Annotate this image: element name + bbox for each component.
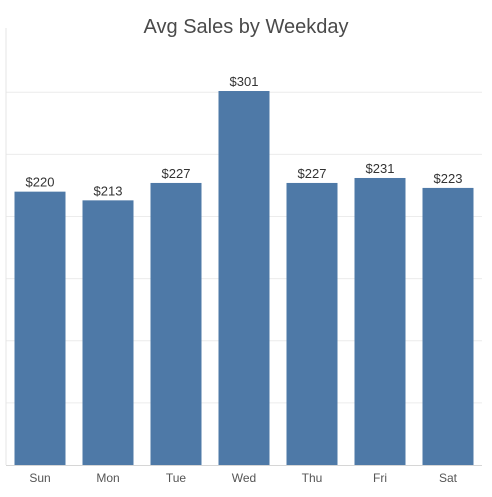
x-tick-label-sun: Sun	[29, 471, 50, 485]
bar-wed[interactable]	[218, 91, 270, 465]
x-tick-label-fri: Fri	[373, 471, 387, 485]
value-label-sat: $223	[434, 171, 463, 186]
x-tick-label-sat: Sat	[439, 471, 458, 485]
value-label-sun: $220	[26, 175, 55, 190]
axis-layer	[5, 28, 482, 466]
bar-thu[interactable]	[286, 182, 338, 465]
value-label-fri: $231	[366, 161, 395, 176]
value-labels-layer: $220 $213 $227 $301 $227 $231 $223	[26, 74, 463, 198]
x-tick-labels-layer: Sun Mon Tue Wed Thu Fri Sat	[29, 471, 457, 485]
bar-tue[interactable]	[150, 182, 202, 465]
value-label-tue: $227	[162, 166, 191, 181]
x-tick-label-tue: Tue	[166, 471, 187, 485]
bars-layer	[14, 91, 474, 466]
bar-mon[interactable]	[82, 200, 134, 465]
bar-sun[interactable]	[14, 191, 66, 465]
value-label-mon: $213	[94, 183, 123, 198]
chart-title: Avg Sales by Weekday	[143, 16, 349, 38]
x-tick-label-mon: Mon	[96, 471, 119, 485]
value-label-wed: $301	[230, 74, 259, 89]
value-label-thu: $227	[298, 166, 327, 181]
x-tick-label-wed: Wed	[232, 471, 256, 485]
bar-fri[interactable]	[354, 177, 406, 466]
bar-sat[interactable]	[422, 187, 474, 466]
x-tick-label-thu: Thu	[302, 471, 323, 485]
